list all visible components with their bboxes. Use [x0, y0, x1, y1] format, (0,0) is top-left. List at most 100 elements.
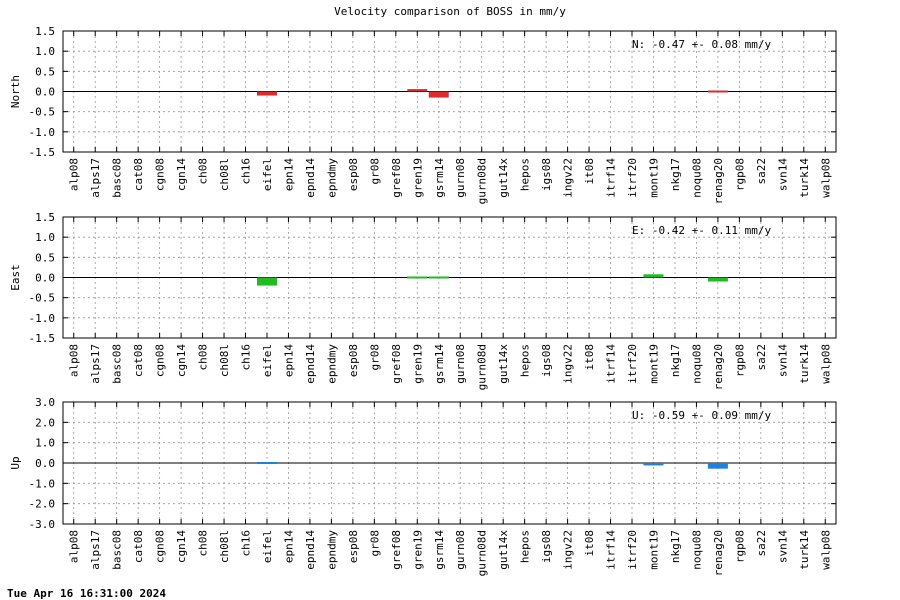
x-tick-label: sa22	[755, 344, 768, 371]
plot-frame	[62, 216, 837, 339]
y-axis-label: North	[9, 75, 22, 108]
x-tick-label: gr08	[368, 158, 381, 185]
x-tick-label: itrf14	[605, 530, 618, 570]
x-tick-label: gut14x	[497, 158, 510, 198]
stat-annotation: N: -0.47 +- 0.08 mm/y	[632, 38, 771, 51]
x-tick-label: gurn08d	[476, 158, 489, 204]
x-tick-label: sa22	[755, 530, 768, 557]
y-tick-label: 3.0	[35, 396, 55, 409]
x-tick-label: ch08	[197, 344, 210, 371]
x-tick-label: gut14x	[497, 344, 510, 384]
bar-gren19	[407, 89, 428, 92]
x-tick-label: mont19	[647, 158, 660, 198]
x-tick-label: esp08	[347, 344, 360, 377]
x-tick-label: igs08	[540, 344, 553, 377]
x-tick-label: gut14x	[497, 530, 510, 570]
x-tick-label: alp08	[68, 344, 81, 377]
x-tick-label: esp08	[347, 530, 360, 563]
y-tick-label: -2.0	[29, 498, 56, 511]
x-tick-label: hepos	[519, 158, 532, 191]
x-tick-label: ingv22	[562, 344, 575, 384]
y-tick-label: -1.0	[29, 477, 56, 490]
x-tick-label: alp08	[68, 158, 81, 191]
x-tick-label: renag20	[712, 344, 725, 390]
bar-mont19	[643, 274, 664, 278]
x-tick-label: renag20	[712, 530, 725, 576]
x-tick-label: ingv22	[562, 158, 575, 198]
y-tick-label: 0.5	[35, 251, 55, 264]
x-tick-label: svn14	[776, 158, 789, 191]
x-tick-label: cat08	[132, 158, 145, 191]
y-tick-label: -1.0	[29, 126, 56, 139]
x-tick-label: rgp08	[733, 158, 746, 191]
x-tick-label: hepos	[519, 530, 532, 563]
x-tick-label: gsrm14	[433, 344, 446, 384]
x-tick-label: ingv22	[562, 530, 575, 570]
x-tick-label: it08	[583, 530, 596, 557]
y-tick-label: -1.0	[29, 312, 56, 325]
x-tick-label: basc08	[111, 158, 124, 198]
stat-annotation: U: -0.59 +- 0.09 mm/y	[632, 409, 771, 422]
bar-gren19	[407, 276, 428, 279]
x-tick-label: sa22	[755, 158, 768, 185]
x-tick-label: gren19	[411, 158, 424, 198]
stat-annotation: E: -0.42 +- 0.11 mm/y	[632, 224, 771, 237]
x-tick-label: alp08	[68, 530, 81, 563]
x-tick-label: epnd14	[304, 344, 317, 384]
x-tick-label: itrf20	[626, 344, 639, 384]
x-tick-label: walp08	[819, 158, 832, 198]
x-tick-label: eifel	[261, 530, 274, 563]
x-tick-label: turk14	[798, 158, 811, 198]
x-tick-label: gren19	[411, 530, 424, 570]
x-tick-label: itrf20	[626, 530, 639, 570]
x-tick-label: it08	[583, 344, 596, 371]
y-tick-label: 1.5	[35, 25, 55, 38]
x-tick-label: gurn08d	[476, 530, 489, 576]
y-tick-label: 1.5	[35, 211, 55, 224]
x-tick-label: epn14	[282, 344, 295, 377]
y-tick-label: 0.5	[35, 65, 55, 78]
x-tick-label: noqu08	[690, 344, 703, 384]
y-tick-label: -0.5	[29, 106, 56, 119]
x-tick-label: nkg17	[669, 530, 682, 563]
x-tick-label: cgn14	[175, 344, 188, 377]
y-tick-label: 0.0	[35, 272, 55, 285]
x-tick-label: cat08	[132, 530, 145, 563]
x-tick-label: ch08l	[218, 158, 231, 191]
x-tick-label: gurn08	[454, 530, 467, 570]
y-tick-label: -1.5	[29, 332, 56, 345]
bar-renag20	[707, 277, 728, 282]
bar-gsrm14	[428, 91, 449, 98]
x-tick-label: gren19	[411, 344, 424, 384]
x-tick-label: ch08l	[218, 530, 231, 563]
x-tick-label: gr08	[368, 530, 381, 557]
x-tick-label: svn14	[776, 530, 789, 563]
x-tick-label: basc08	[111, 530, 124, 570]
panel-east: 1.5 1.0 0.5 0.0 -0.5 -1.0 -1.5 alp08 alps17 basc0…	[9, 211, 837, 390]
bar-eifel	[256, 462, 277, 464]
x-tick-label: epndmy	[325, 530, 338, 570]
x-tick-label: alps17	[89, 158, 102, 198]
bar-eifel	[256, 277, 277, 286]
x-tick-label: gurn08	[454, 344, 467, 384]
x-tick-label: gr08	[368, 344, 381, 371]
x-tick-label: hepos	[519, 344, 532, 377]
x-tick-label: gurn08d	[476, 344, 489, 390]
x-tick-label: ch16	[240, 158, 253, 185]
timestamp: Tue Apr 16 16:31:00 2024	[7, 587, 166, 600]
x-tick-label: epnd14	[304, 158, 317, 198]
x-tick-label: cgn14	[175, 530, 188, 563]
x-tick-label: renag20	[712, 158, 725, 204]
y-tick-label: 2.0	[35, 416, 55, 429]
x-tick-label: ch08	[197, 530, 210, 557]
x-tick-label: eifel	[261, 158, 274, 191]
bar-gsrm14	[428, 276, 449, 279]
x-tick-label: gref08	[390, 344, 403, 384]
x-tick-label: noqu08	[690, 530, 703, 570]
x-tick-label: eifel	[261, 344, 274, 377]
x-tick-label: cat08	[132, 344, 145, 377]
x-tick-label: gref08	[390, 158, 403, 198]
panel-up: 3.0 2.0 1.0 0.0 -1.0 -2.0 -3.0 alp08 alps17 basc0…	[9, 396, 837, 576]
x-tick-label: epndmy	[325, 158, 338, 198]
